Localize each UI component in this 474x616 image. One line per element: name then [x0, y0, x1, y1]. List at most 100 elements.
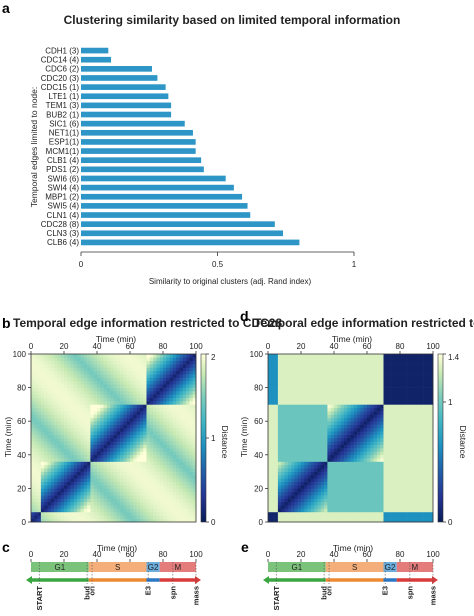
heatmap-cell [103, 474, 108, 479]
heatmap-cell [116, 377, 121, 382]
heatmap-cell [284, 390, 289, 395]
heatmap-cell [189, 380, 193, 385]
heatmap-cell [77, 424, 81, 429]
heatmap-cell [100, 357, 104, 362]
heatmap-cell [172, 394, 177, 398]
heatmap-cell [287, 518, 292, 523]
heatmap-cell [163, 397, 167, 402]
heatmap-cell [304, 518, 308, 523]
heatmap-cell [156, 360, 160, 365]
heatmap-cell [100, 367, 104, 372]
heatmap-cell [73, 421, 78, 425]
heatmap-cell [166, 434, 170, 439]
heatmap-cell [383, 384, 388, 388]
heatmap-cell [413, 474, 417, 479]
heatmap-cell [126, 458, 131, 462]
heatmap-cell [47, 401, 52, 405]
heatmap-cell [176, 458, 180, 462]
heatmap-cell [287, 354, 292, 358]
heatmap-cell [330, 401, 335, 405]
heatmap-cell [390, 508, 394, 513]
heatmap-cell [330, 485, 335, 489]
heatmap-cell [271, 360, 275, 365]
heatmap-cell [294, 458, 298, 462]
heatmap-cell [93, 468, 98, 472]
heatmap-cell [67, 441, 71, 446]
heatmap-cell [396, 441, 401, 446]
heatmap-cell [172, 401, 177, 405]
heatmap-cell [409, 401, 414, 405]
heatmap-cell [126, 495, 131, 499]
heatmap-cell [189, 374, 193, 378]
heatmap-cell [357, 505, 361, 509]
heatmap-cell [400, 414, 404, 419]
heatmap-cell [340, 448, 345, 452]
heatmap-cell [357, 491, 361, 496]
heatmap-cell [97, 474, 101, 479]
heatmap-cell [156, 451, 160, 456]
y-tick-label: 0 [22, 518, 27, 527]
heatmap-cell [77, 431, 81, 435]
heatmap-cell [73, 364, 78, 368]
heatmap-cell [133, 444, 137, 449]
heatmap-cell [192, 508, 197, 513]
heatmap-cell [268, 384, 272, 388]
heatmap-cell [353, 357, 358, 362]
heatmap-cell [400, 501, 404, 506]
heatmap-cell [360, 501, 364, 506]
heatmap-cell [376, 377, 381, 382]
heatmap-cell [97, 505, 101, 509]
heatmap-cell [97, 448, 101, 452]
heatmap-cell [277, 501, 282, 506]
heatmap-cell [423, 444, 427, 449]
heatmap-cell [37, 444, 42, 449]
heatmap-cell [363, 448, 368, 452]
heatmap-cell [110, 438, 114, 442]
heatmap-cell [169, 481, 174, 486]
heatmap-cell [50, 511, 55, 516]
heatmap-cell [153, 411, 157, 415]
heatmap-cell [172, 478, 177, 482]
heatmap-cell [153, 501, 157, 506]
heatmap-cell [403, 488, 407, 493]
heatmap-cell [320, 458, 325, 462]
heatmap-cell [383, 377, 388, 382]
heatmap-cell [60, 468, 65, 472]
heatmap-cell [268, 478, 272, 482]
heatmap-cell [363, 434, 368, 439]
heatmap-cell [386, 438, 391, 442]
heatmap-cell [60, 407, 65, 412]
category-label: CLB6 (4) [47, 238, 79, 247]
heatmap-cell [54, 424, 58, 429]
heatmap-cell [143, 498, 147, 503]
heatmap-cell [406, 498, 411, 503]
heatmap-cell [156, 491, 160, 496]
heatmap-cell [337, 495, 341, 499]
heatmap-cell [314, 505, 318, 509]
heatmap-cell [97, 390, 101, 395]
heatmap-cell [277, 377, 282, 382]
heatmap-cell [60, 434, 65, 439]
heatmap-cell [136, 374, 141, 378]
heatmap-cell [97, 414, 101, 419]
heatmap-cell [294, 488, 298, 493]
heatmap-cell [413, 505, 417, 509]
heatmap-cell [100, 491, 104, 496]
heatmap-cell [337, 498, 341, 503]
heatmap-cell [103, 444, 108, 449]
heatmap-cell [176, 454, 180, 459]
heatmap-cell [113, 377, 118, 382]
heatmap-cell [423, 485, 427, 489]
heatmap-cell [176, 508, 180, 513]
heatmap-cell [126, 394, 131, 398]
heatmap-cell [327, 354, 331, 358]
heatmap-cell [281, 441, 285, 446]
heatmap-cell [176, 384, 180, 388]
heatmap-cell [400, 354, 404, 358]
heatmap-cell [136, 454, 141, 459]
heatmap-cell [90, 421, 94, 425]
heatmap-cell [334, 511, 338, 516]
heatmap-cell [271, 387, 275, 392]
heatmap-cell [139, 424, 144, 429]
heatmap-cell [40, 498, 45, 503]
